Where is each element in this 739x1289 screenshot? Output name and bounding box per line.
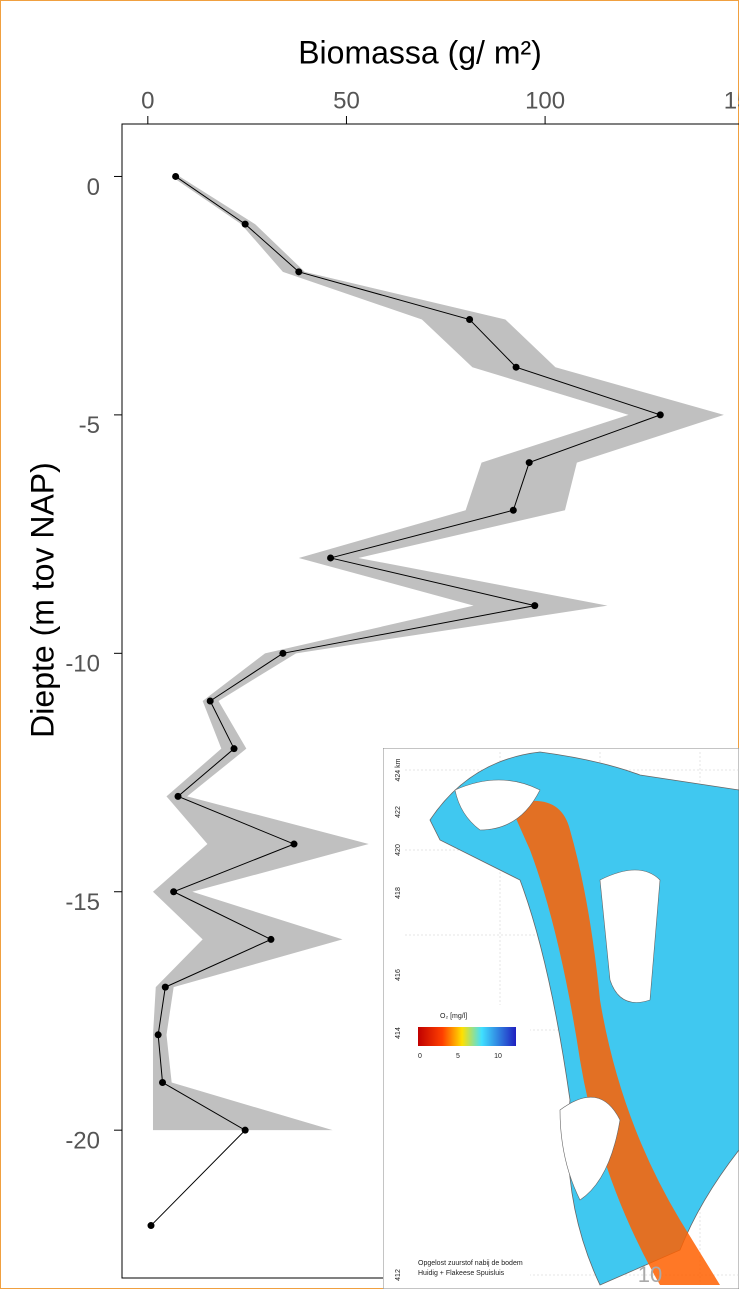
x-tick-label: 0 [141, 87, 154, 114]
data-point [242, 221, 249, 228]
data-point [327, 554, 334, 561]
data-point [155, 1031, 162, 1038]
inset-axis-label: 424 km [395, 758, 402, 781]
data-point [279, 650, 286, 657]
y-axis-label: Diepte (m tov NAP) [24, 462, 60, 738]
data-point [159, 1079, 166, 1086]
inset-legend-tick: 5 [456, 1053, 460, 1060]
y-tick-label: 0 [87, 174, 100, 201]
data-point [267, 936, 274, 943]
data-point [291, 841, 298, 848]
chart: Biomassa (g/ m²) Diepte (m tov NAP) O₂ [… [0, 0, 739, 1289]
inset-axis-label: 420 [395, 844, 402, 856]
y-tick-label: -15 [65, 889, 100, 916]
inset-axis-label: 422 [395, 806, 402, 818]
data-point [295, 268, 302, 275]
inset-map: O₂ [mg/l] 0 5 10 Opgelost zuurstof nabij… [383, 748, 739, 1289]
y-tick-label: -5 [79, 412, 100, 439]
data-point [170, 888, 177, 895]
data-point [513, 364, 520, 371]
data-point [207, 698, 214, 705]
inset-axis-label: 412 [395, 1269, 402, 1281]
inset-legend-tick: 0 [418, 1053, 422, 1060]
page: Biomassa (g/ m²) Diepte (m tov NAP) O₂ [… [0, 0, 739, 1289]
inset-colorbar [418, 1027, 516, 1046]
data-point [175, 793, 182, 800]
inset-axis-label: 414 [395, 1027, 402, 1039]
inset-caption: Huidig + Flakeese Spuisluis [418, 1270, 505, 1277]
data-point [657, 411, 664, 418]
data-point [510, 507, 517, 514]
inset-legend-tick: 10 [494, 1053, 502, 1060]
x-tick-label: 150 [724, 87, 739, 114]
inset-legend-bg [405, 1005, 530, 1285]
x-tick-label: 100 [525, 87, 565, 114]
data-point [466, 316, 473, 323]
x-tick-label: 50 [333, 87, 360, 114]
data-point [172, 173, 179, 180]
inset-legend-title: O₂ [mg/l] [440, 1013, 467, 1020]
data-point [242, 1127, 249, 1134]
data-point [526, 459, 533, 466]
data-point [531, 602, 538, 609]
data-point [231, 745, 238, 752]
inset-axis-label: 418 [395, 887, 402, 899]
inset-caption: Opgelost zuurstof nabij de bodem [418, 1260, 523, 1267]
y-tick-label: -10 [65, 651, 100, 678]
chart-title: Biomassa (g/ m²) [298, 34, 542, 70]
data-point [148, 1222, 155, 1229]
data-point [162, 984, 169, 991]
inset-axis-label: 416 [395, 969, 402, 981]
y-tick-label: -20 [65, 1128, 100, 1155]
inset-corner-label: 10 [638, 1262, 662, 1287]
